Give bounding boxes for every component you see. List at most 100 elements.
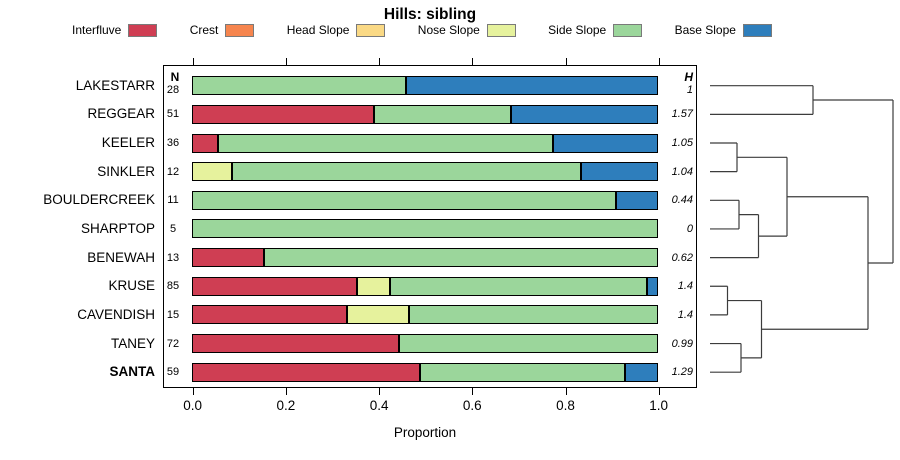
x-axis-tick-label: 0.2: [276, 398, 296, 413]
legend-label: Nose Slope: [417, 23, 480, 37]
n-column-header: N: [170, 70, 180, 84]
h-value: 1.4: [677, 280, 693, 293]
bar-segment: [409, 305, 658, 325]
n-value: 15: [166, 308, 180, 321]
bar-segment: [406, 76, 658, 96]
row-label: KEELER: [101, 135, 155, 150]
legend-label: Crest: [189, 23, 219, 37]
h-value: 1.04: [671, 165, 693, 178]
row-label: CAVENDISH: [77, 306, 155, 322]
h-value: 0.62: [671, 251, 693, 264]
bar-segment: [399, 334, 658, 354]
row-label: LAKESTARR: [75, 77, 155, 93]
n-value: 5: [169, 222, 177, 235]
chart-title: Hills: sibling: [383, 6, 477, 23]
h-value: 1: [686, 84, 693, 97]
bar-segment: [192, 362, 421, 382]
x-axis-tick: [472, 388, 474, 395]
top-axis-tick: [472, 58, 474, 65]
n-value: 85: [166, 280, 180, 293]
h-value: 1.4: [677, 308, 693, 321]
bar-segment: [192, 133, 218, 153]
bar-segment: [192, 276, 358, 296]
x-axis-tick: [379, 388, 381, 395]
h-value: 1.57: [671, 108, 693, 121]
n-value: 51: [166, 108, 180, 121]
bar-segment: [192, 219, 658, 239]
row-label: BENEWAH: [87, 249, 155, 265]
bar-segment: [347, 305, 410, 325]
bar-segment: [192, 104, 374, 124]
bar-segment: [553, 133, 658, 153]
legend-label: Side Slope: [548, 23, 607, 37]
x-axis-tick: [285, 388, 287, 395]
top-axis-tick: [658, 58, 660, 65]
bar-segment: [217, 133, 554, 153]
legend-item: Interfluve: [72, 23, 158, 37]
row-label: SANTA: [109, 364, 156, 380]
legend-swatch: [613, 23, 643, 37]
bar-segment: [647, 276, 658, 296]
bar-segment: [357, 276, 391, 296]
x-axis-tick: [565, 388, 567, 395]
bar-segment: [192, 76, 407, 96]
bar-segment: [264, 248, 658, 268]
n-value: 36: [166, 137, 180, 149]
legend-swatch: [486, 23, 516, 37]
legend-swatch: [128, 23, 158, 37]
legend-label: Interfluve: [72, 23, 122, 37]
legend-item: Nose Slope: [418, 23, 516, 37]
bar-segment: [192, 162, 232, 182]
bar-segment: [192, 305, 348, 325]
x-axis-tick: [192, 388, 194, 395]
bar-segment: [625, 362, 658, 382]
row-label: SINKLER: [97, 163, 155, 179]
top-axis-tick: [565, 58, 567, 65]
legend-swatch: [356, 23, 386, 37]
x-axis-title: Proportion: [393, 425, 457, 440]
legend-swatch: [225, 23, 255, 37]
bar-segment: [192, 190, 617, 210]
bar-segment: [373, 104, 512, 124]
bar-segment: [581, 162, 658, 182]
legend-label: Base Slope: [674, 23, 736, 37]
h-value: 1.29: [671, 366, 693, 379]
legend-label: Head Slope: [286, 23, 350, 37]
h-column-header: H: [684, 70, 693, 84]
bar-segment: [192, 334, 400, 354]
n-value: 28: [166, 84, 180, 97]
x-axis-tick: [658, 388, 660, 395]
top-axis-tick: [192, 58, 194, 65]
legend-item: Base Slope: [675, 23, 772, 37]
bar-segment: [616, 190, 658, 210]
x-axis-tick-label: 0.4: [369, 398, 389, 413]
row-label: KRUSE: [108, 278, 155, 294]
bar-segment: [390, 276, 648, 296]
legend-item: Head Slope: [287, 23, 386, 37]
n-value: 12: [166, 165, 180, 178]
x-axis-tick-label: 0.6: [462, 398, 482, 413]
n-value: 11: [167, 194, 179, 207]
n-value: 13: [166, 251, 180, 264]
n-value: 59: [166, 366, 180, 379]
h-value: 0.44: [671, 194, 693, 207]
plot-box: [163, 65, 697, 388]
legend-item: Crest: [190, 23, 255, 37]
h-value: 0: [686, 222, 693, 235]
row-label: REGGEAR: [87, 106, 155, 122]
bar-segment: [192, 248, 265, 268]
x-axis-tick-label: 0.0: [183, 398, 203, 413]
row-label: SHARPTOP: [80, 220, 155, 236]
x-axis-tick-label: 0.8: [556, 398, 575, 413]
bar-segment: [231, 162, 582, 182]
h-value: 1.05: [671, 137, 693, 149]
legend: Interfluve Crest Head Slope Nose Slope Side …: [72, 23, 772, 37]
h-value: 0.99: [671, 337, 693, 350]
n-value: 72: [166, 337, 180, 350]
legend-item: Side Slope: [548, 23, 643, 37]
bar-segment: [420, 362, 626, 382]
top-axis-tick: [285, 58, 287, 65]
row-label: BOULDERCREEK: [43, 192, 155, 208]
